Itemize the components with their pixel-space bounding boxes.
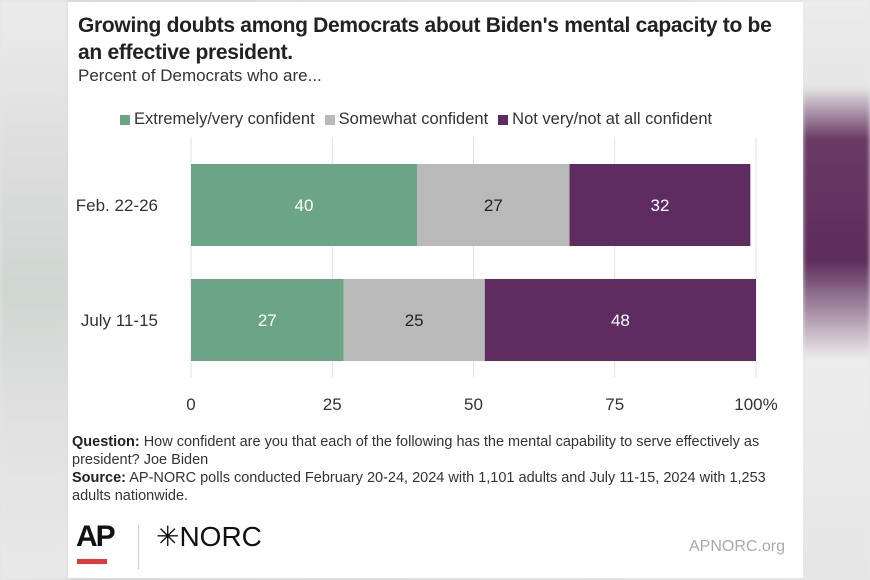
chart-notes: Question: How confident are you that eac… bbox=[72, 433, 800, 505]
norc-logo: ✳NORC bbox=[156, 521, 262, 552]
question-label: Question: bbox=[72, 434, 140, 450]
legend-item-2: Not very/not at all confident bbox=[498, 110, 712, 129]
data-label: 25 bbox=[405, 311, 424, 330]
category-label: July 11-15 bbox=[81, 311, 158, 330]
source-label: Source: bbox=[72, 470, 126, 486]
chart-title: Growing doubts among Democrats about Bid… bbox=[78, 14, 772, 64]
legend-swatch bbox=[498, 114, 509, 125]
chart-card: Growing doubts among Democrats about Bid… bbox=[68, 2, 803, 578]
ap-logo-bar bbox=[77, 559, 107, 564]
legend: Extremely/very confident Somewhat confid… bbox=[120, 110, 712, 129]
data-label: 48 bbox=[611, 311, 630, 330]
bar-segment bbox=[484, 279, 756, 361]
ap-logo: AP bbox=[76, 520, 116, 553]
x-tick-label: 0 bbox=[186, 395, 195, 414]
stacked-bar-chart: 0 25 50 75 100% Feb. 22-26 40 27 32 July 11-15 27 2… bbox=[76, 137, 778, 414]
x-tick-label: 50 bbox=[464, 395, 483, 414]
legend-swatch bbox=[324, 114, 335, 125]
bar-segment bbox=[343, 279, 485, 361]
blurred-background-right bbox=[803, 0, 870, 580]
source-text: AP-NORC polls conducted February 20-24, … bbox=[72, 470, 766, 504]
bar-segment bbox=[191, 164, 417, 246]
legend-item-0: Extremely/very confident bbox=[120, 110, 315, 129]
data-label: 32 bbox=[650, 196, 669, 215]
data-label: 27 bbox=[484, 196, 503, 215]
x-tick-label: 25 bbox=[323, 395, 342, 414]
bar-segment bbox=[191, 279, 344, 361]
bar-segment bbox=[417, 164, 570, 246]
legend-label: Extremely/very confident bbox=[134, 110, 315, 128]
legend-label: Not very/not at all confident bbox=[512, 110, 713, 128]
data-label: 27 bbox=[258, 311, 277, 330]
question-text: How confident are you that each of the f… bbox=[72, 434, 760, 468]
legend-item-1: Somewhat confident bbox=[324, 110, 489, 129]
category-label: Feb. 22-26 bbox=[76, 196, 158, 215]
x-tick-label: 100% bbox=[734, 395, 777, 414]
logo-divider bbox=[138, 525, 139, 569]
legend-label: Somewhat confident bbox=[338, 110, 489, 128]
bar-segment bbox=[569, 164, 751, 246]
site-link[interactable]: APNORC.org bbox=[688, 538, 785, 555]
legend-swatch bbox=[120, 114, 130, 125]
x-tick-label: 75 bbox=[605, 395, 624, 414]
chart-subtitle: Percent of Democrats who are... bbox=[78, 66, 322, 85]
data-label: 40 bbox=[295, 196, 314, 215]
blurred-background-left bbox=[0, 0, 68, 580]
